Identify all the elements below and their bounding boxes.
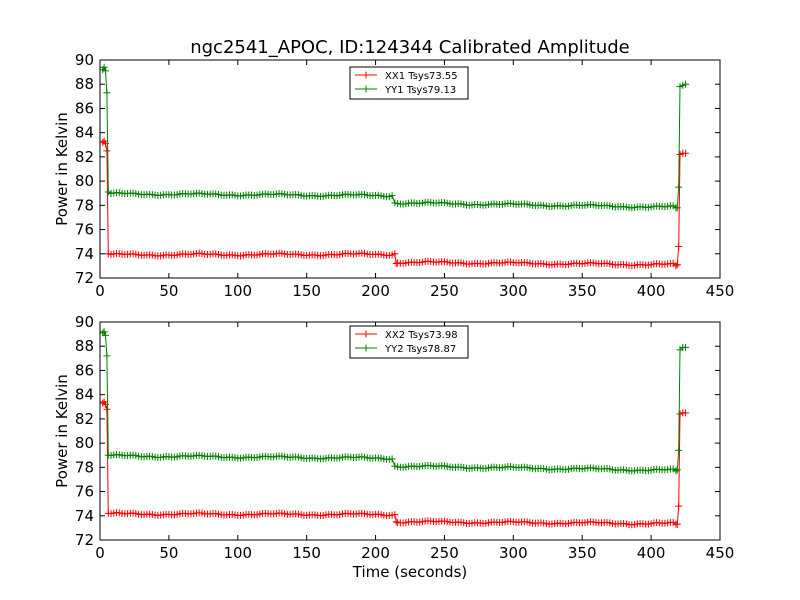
y-tick-label: 80 bbox=[75, 172, 94, 190]
x-tick-label: 250 bbox=[430, 282, 459, 300]
x-tick-label: 200 bbox=[361, 282, 390, 300]
y-tick-label: 84 bbox=[75, 124, 94, 142]
bottom-subplot: 0 50 100 150 200 250 300 350 400 450 72 74 76 78 80 82 8… bbox=[53, 313, 734, 581]
legend-marker bbox=[362, 71, 370, 79]
y-tick-label: 90 bbox=[75, 51, 94, 69]
y-axis-label: Power in Kelvin bbox=[53, 112, 71, 226]
data-point bbox=[673, 466, 681, 474]
y-tick-label: 74 bbox=[75, 507, 94, 525]
x-tick-label: 100 bbox=[223, 544, 252, 562]
legend-marker bbox=[362, 330, 370, 338]
x-tick-label: 150 bbox=[292, 282, 321, 300]
x-tick-label: 50 bbox=[159, 282, 178, 300]
y-tick-label: 78 bbox=[75, 458, 94, 476]
data-point bbox=[675, 183, 683, 191]
y-tick-label: 72 bbox=[75, 531, 94, 549]
legend-marker bbox=[362, 85, 370, 93]
x-tick-label: 450 bbox=[706, 544, 735, 562]
x-tick-label: 50 bbox=[159, 544, 178, 562]
data-point bbox=[103, 89, 111, 97]
y-tick-label: 72 bbox=[75, 269, 94, 287]
y-tick-label: 88 bbox=[75, 75, 94, 93]
data-point bbox=[682, 149, 690, 157]
axes-frame bbox=[99, 59, 721, 279]
x-tick-label: 150 bbox=[292, 544, 321, 562]
x-tick-label: 200 bbox=[361, 544, 390, 562]
data-point bbox=[100, 63, 108, 71]
x-tick-label: 250 bbox=[430, 544, 459, 562]
x-tick-label: 100 bbox=[223, 282, 252, 300]
legend-label: YY2 Tsys78.87 bbox=[384, 344, 456, 355]
y-tick-label: 86 bbox=[75, 99, 94, 117]
legend-marker bbox=[362, 344, 370, 352]
y-tick-label: 84 bbox=[75, 386, 94, 404]
data-point bbox=[682, 409, 690, 417]
data-point bbox=[388, 455, 396, 463]
figure-title: ngc2541_APOC, ID:124344 Calibrated Ampli… bbox=[190, 37, 630, 58]
legend-box bbox=[349, 325, 469, 359]
y-tick-label: 74 bbox=[75, 245, 94, 263]
axes-frame bbox=[99, 321, 721, 541]
x-tick-label: 300 bbox=[499, 544, 528, 562]
data-point bbox=[103, 147, 111, 155]
legend: XX2 Tsys73.98 YY2 Tsys78.87 bbox=[349, 325, 469, 359]
y-axis-label: Power in Kelvin bbox=[53, 374, 71, 488]
data-point bbox=[391, 511, 399, 519]
x-tick-label: 400 bbox=[637, 282, 666, 300]
data-point bbox=[391, 250, 399, 258]
data-point bbox=[682, 80, 690, 88]
plot-area bbox=[100, 63, 690, 270]
y-tick-label: 80 bbox=[75, 434, 94, 452]
y-tick-label: 76 bbox=[75, 221, 94, 239]
data-point bbox=[102, 67, 110, 75]
x-tick-label: 450 bbox=[706, 282, 735, 300]
data-point bbox=[103, 352, 111, 360]
x-tick-label: 350 bbox=[568, 544, 597, 562]
data-point bbox=[675, 446, 683, 454]
x-tick-label: 350 bbox=[568, 282, 597, 300]
y-tick-label: 88 bbox=[75, 337, 94, 355]
x-tick-label: 400 bbox=[637, 544, 666, 562]
x-tick-label: 300 bbox=[499, 282, 528, 300]
data-point bbox=[392, 518, 400, 526]
data-point bbox=[672, 467, 680, 475]
data-point bbox=[682, 343, 690, 351]
data-point bbox=[672, 262, 680, 270]
x-tick-label: 0 bbox=[95, 282, 105, 300]
y-tick-label: 86 bbox=[75, 361, 94, 379]
data-point bbox=[675, 502, 683, 510]
data-point bbox=[103, 405, 111, 413]
x-tick-label: 0 bbox=[95, 544, 105, 562]
data-point bbox=[673, 204, 681, 212]
y-tick-label: 90 bbox=[75, 313, 94, 331]
legend-label: XX2 Tsys73.98 bbox=[385, 330, 458, 341]
legend-box bbox=[349, 66, 469, 100]
plot-area bbox=[100, 328, 690, 529]
y-tick-label: 76 bbox=[75, 483, 94, 501]
y-tick-label: 82 bbox=[75, 410, 94, 428]
legend-label: XX1 Tsys73.55 bbox=[385, 71, 458, 82]
data-point bbox=[100, 328, 108, 336]
data-point bbox=[388, 192, 396, 200]
data-point bbox=[673, 261, 681, 269]
legend-label: YY1 Tsys79.13 bbox=[384, 85, 456, 96]
y-tick-label: 78 bbox=[75, 196, 94, 214]
data-point bbox=[673, 520, 681, 528]
data-point bbox=[675, 243, 683, 251]
data-point bbox=[102, 331, 110, 339]
x-axis-label: Time (seconds) bbox=[352, 563, 468, 581]
y-tick-label: 82 bbox=[75, 148, 94, 166]
legend: XX1 Tsys73.55 YY1 Tsys79.13 bbox=[349, 66, 469, 100]
top-subplot: 0 50 100 150 200 250 300 350 400 450 72 74 76 78 80 82 8… bbox=[53, 51, 734, 300]
